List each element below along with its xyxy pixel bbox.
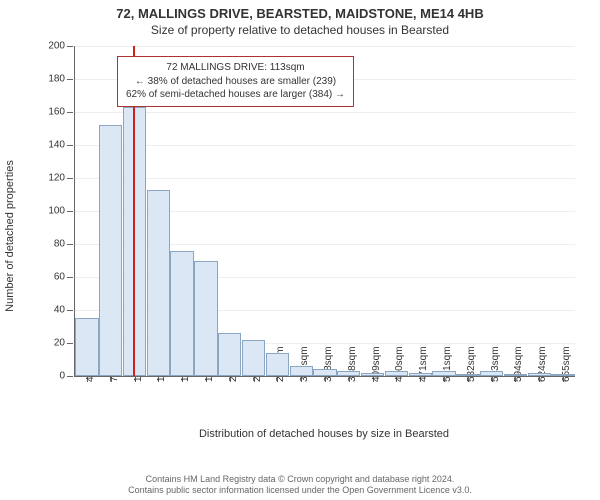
y-tick-label: 160 — [48, 107, 65, 118]
y-tick-label: 40 — [54, 305, 65, 316]
bar — [337, 371, 360, 376]
bar — [290, 366, 313, 376]
bar — [528, 373, 551, 376]
bar — [218, 333, 241, 376]
bar — [313, 369, 336, 376]
bar — [480, 371, 503, 376]
y-tick-label: 200 — [48, 41, 65, 52]
y-tick — [67, 46, 73, 47]
footer-line-2: Contains public sector information licen… — [0, 485, 600, 496]
y-tick-label: 140 — [48, 140, 65, 151]
bar — [242, 340, 265, 376]
y-tick-label: 100 — [48, 206, 65, 217]
bar — [385, 371, 408, 376]
info-line-3: 62% of semi-detached houses are larger (… — [126, 88, 345, 102]
y-tick — [67, 178, 73, 179]
y-tick — [67, 112, 73, 113]
chart-container: Number of detached properties 72 MALLING… — [40, 46, 580, 426]
x-axis-label: Distribution of detached houses by size … — [74, 428, 574, 440]
bar — [361, 373, 384, 376]
bar — [75, 318, 98, 376]
bar — [551, 374, 574, 376]
y-tick — [67, 310, 73, 311]
bar — [409, 373, 432, 376]
y-tick — [67, 343, 73, 344]
bar — [266, 353, 289, 376]
y-tick-label: 0 — [59, 371, 65, 382]
plot-area: 72 MALLINGS DRIVE: 113sqm ← 38% of detac… — [74, 46, 575, 377]
x-axis-area: Distribution of detached houses by size … — [74, 376, 574, 426]
y-tick — [67, 79, 73, 80]
info-box: 72 MALLINGS DRIVE: 113sqm ← 38% of detac… — [117, 56, 354, 107]
bar — [504, 374, 527, 376]
page-subtitle: Size of property relative to detached ho… — [0, 21, 600, 37]
y-tick-label: 80 — [54, 239, 65, 250]
bar — [99, 125, 122, 376]
bar — [432, 371, 455, 376]
y-tick-label: 180 — [48, 74, 65, 85]
info-line-1: 72 MALLINGS DRIVE: 113sqm — [126, 61, 345, 75]
y-tick-label: 120 — [48, 173, 65, 184]
y-tick — [67, 244, 73, 245]
bar — [456, 374, 479, 376]
y-axis-label: Number of detached properties — [4, 160, 16, 312]
bar — [194, 261, 217, 377]
y-tick — [67, 277, 73, 278]
info-line-2: ← 38% of detached houses are smaller (23… — [126, 75, 345, 89]
footer-line-1: Contains HM Land Registry data © Crown c… — [0, 474, 600, 485]
y-tick — [67, 376, 73, 377]
bar — [170, 251, 193, 376]
bar — [147, 190, 170, 376]
bar — [123, 107, 146, 376]
y-tick-label: 60 — [54, 272, 65, 283]
footer: Contains HM Land Registry data © Crown c… — [0, 474, 600, 497]
y-tick — [67, 211, 73, 212]
page-title: 72, MALLINGS DRIVE, BEARSTED, MAIDSTONE,… — [0, 0, 600, 21]
y-tick-label: 20 — [54, 338, 65, 349]
y-tick — [67, 145, 73, 146]
